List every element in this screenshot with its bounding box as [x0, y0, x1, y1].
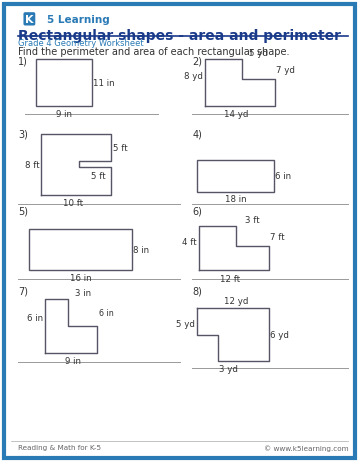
Text: © www.k5learning.com: © www.k5learning.com — [264, 444, 348, 451]
Text: 3 yd: 3 yd — [219, 364, 238, 373]
Text: 4 ft: 4 ft — [182, 238, 196, 247]
Text: 5): 5) — [18, 206, 28, 216]
Text: 3 in: 3 in — [75, 288, 90, 297]
Text: 7 ft: 7 ft — [270, 232, 285, 241]
Text: 5 yd: 5 yd — [249, 49, 268, 58]
Text: 10 ft: 10 ft — [62, 199, 83, 207]
Text: 8 yd: 8 yd — [184, 72, 203, 81]
Text: 9 in: 9 in — [65, 356, 81, 365]
Text: 14 yd: 14 yd — [224, 109, 248, 118]
Text: 12 yd: 12 yd — [224, 297, 248, 306]
Bar — [197, 161, 274, 192]
Text: Rectangular shapes - area and perimeter: Rectangular shapes - area and perimeter — [18, 29, 341, 43]
Text: 5 ft: 5 ft — [113, 144, 128, 153]
Bar — [29, 229, 132, 271]
Text: 4): 4) — [192, 130, 202, 140]
Text: 6): 6) — [192, 206, 202, 216]
Text: Reading & Math for K-5: Reading & Math for K-5 — [18, 444, 101, 450]
Text: 8 ft: 8 ft — [24, 160, 39, 169]
Text: 5 yd: 5 yd — [176, 319, 195, 328]
Text: 6 in: 6 in — [275, 172, 292, 181]
Text: 5 Learning: 5 Learning — [47, 15, 109, 25]
Text: 6 yd: 6 yd — [270, 330, 289, 339]
Text: 7 yd: 7 yd — [276, 65, 295, 75]
Text: 16 in: 16 in — [70, 274, 92, 282]
Text: 1): 1) — [18, 56, 28, 67]
Text: 7): 7) — [18, 286, 28, 296]
Text: Grade 4 Geometry Worksheet: Grade 4 Geometry Worksheet — [18, 39, 144, 48]
Text: 3 ft: 3 ft — [245, 216, 260, 225]
Bar — [36, 60, 92, 106]
Text: K: K — [25, 15, 34, 25]
Text: 6 in: 6 in — [27, 314, 43, 323]
Text: 6 in: 6 in — [99, 308, 113, 318]
Text: 12 ft: 12 ft — [220, 274, 240, 283]
Text: 9 in: 9 in — [56, 109, 72, 118]
Text: 18 in: 18 in — [224, 195, 246, 204]
Text: 11 in: 11 in — [93, 79, 115, 88]
Text: 8): 8) — [192, 286, 202, 296]
Text: 8 in: 8 in — [133, 245, 149, 255]
Text: Find the perimeter and area of each rectangular shape.: Find the perimeter and area of each rect… — [18, 47, 289, 57]
Text: 3): 3) — [18, 130, 28, 140]
Text: 2): 2) — [192, 56, 202, 67]
Text: 5 ft: 5 ft — [92, 171, 106, 180]
